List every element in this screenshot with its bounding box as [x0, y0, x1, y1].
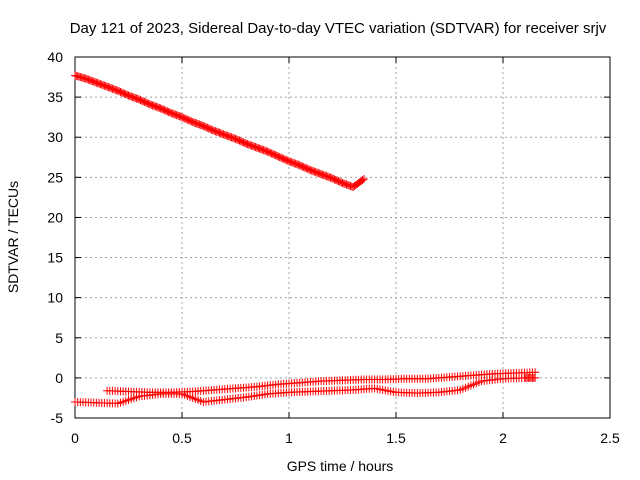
x-tick-label: 1: [285, 430, 293, 446]
x-tick-label: 1.5: [386, 430, 406, 446]
data-point: [359, 174, 368, 183]
y-tick-label: 20: [47, 209, 63, 225]
axis-ticks: 0 0.5 1 1.5 2 2.5 -5 0 5 10 15 20 25 30 35 40: [47, 49, 620, 446]
y-tick-label: 10: [47, 290, 63, 306]
plot-area: [71, 71, 540, 408]
data-point: [531, 373, 540, 382]
y-tick-label: 0: [55, 370, 63, 386]
y-tick-label: 15: [47, 250, 63, 266]
data-series: [71, 71, 368, 191]
x-tick-label: 2: [499, 430, 507, 446]
chart-title: Day 121 of 2023, Sidereal Day-to-day VTE…: [70, 20, 607, 37]
x-axis-label: GPS time / hours: [287, 458, 394, 474]
data-point: [358, 175, 367, 184]
y-tick-label: 25: [47, 169, 63, 185]
y-tick-label: 35: [47, 89, 63, 105]
y-axis-label: SDTVAR / TECUs: [5, 181, 21, 293]
data-series: [103, 368, 540, 397]
grid: [75, 57, 610, 418]
y-tick-label: 30: [47, 129, 63, 145]
y-tick-label: 40: [47, 49, 63, 65]
x-tick-label: 0.5: [172, 430, 192, 446]
x-tick-label: 0: [71, 430, 79, 446]
y-tick-label: 5: [55, 330, 63, 346]
y-tick-label: -5: [51, 410, 64, 426]
x-tick-label: 2.5: [600, 430, 620, 446]
data-series: [71, 373, 540, 408]
plot-border: [74, 56, 611, 419]
